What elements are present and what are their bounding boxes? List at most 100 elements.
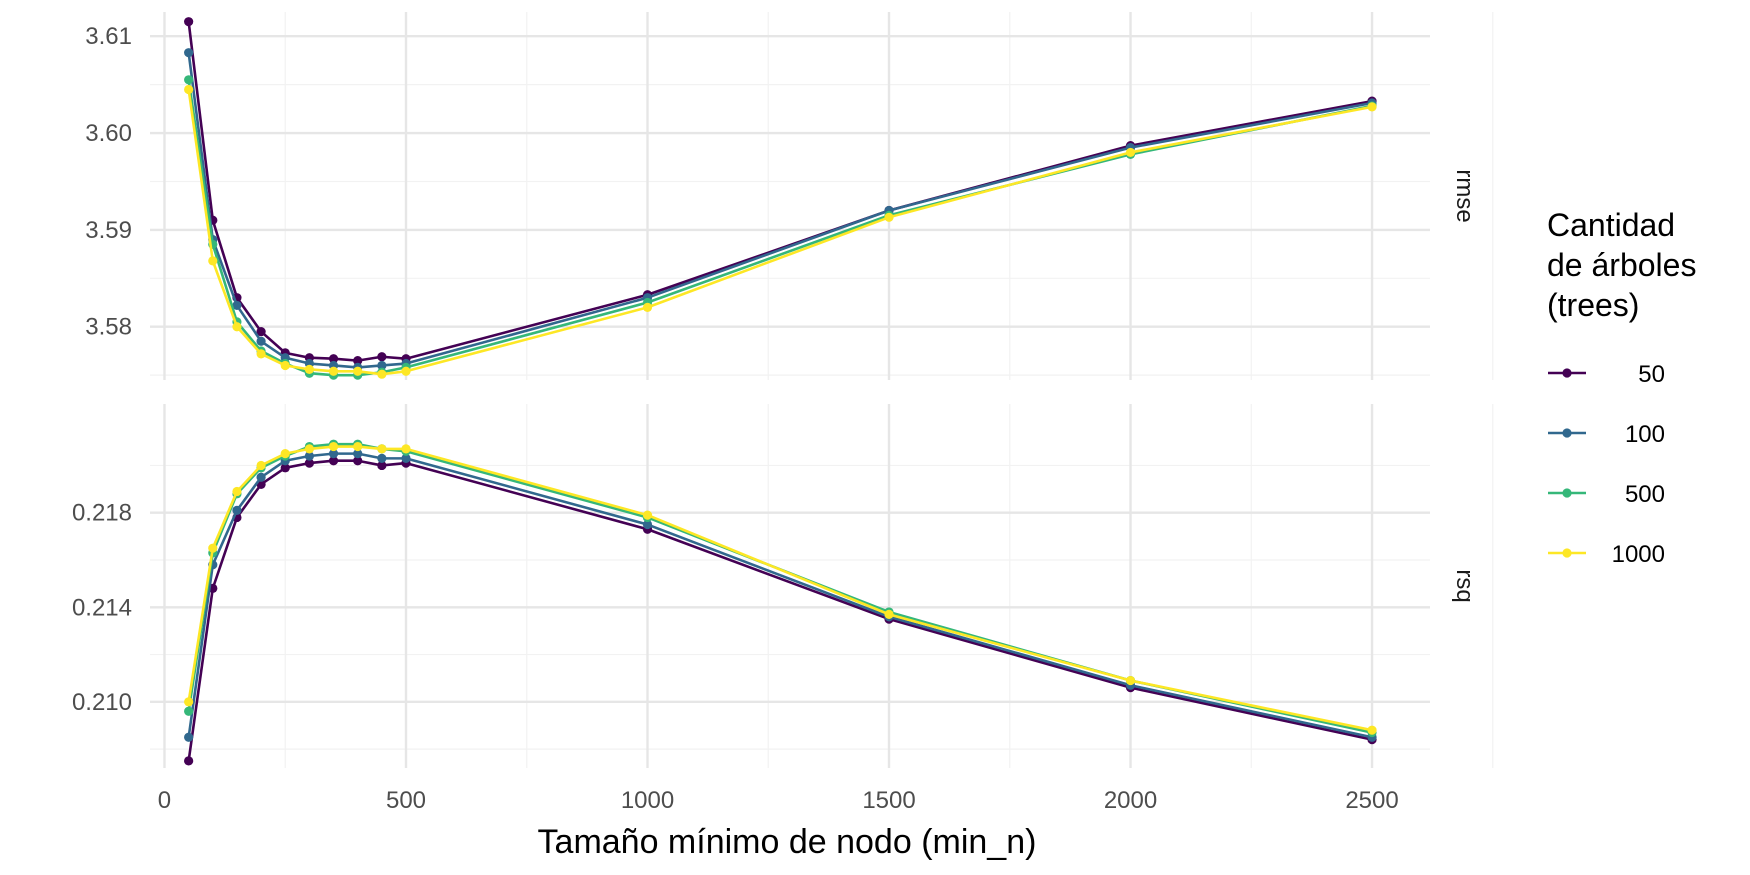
data-point <box>304 458 314 468</box>
legend-swatch-point <box>1562 368 1572 378</box>
data-point <box>642 302 653 312</box>
data-point <box>208 543 218 553</box>
data-point <box>377 369 387 379</box>
x-tick-label: 500 <box>386 787 426 814</box>
data-point <box>184 732 194 742</box>
data-point <box>256 460 266 471</box>
legend-label: 50 <box>1638 361 1665 388</box>
series-rsq-1000 <box>184 441 1377 735</box>
legend-label: 1000 <box>1612 541 1665 568</box>
y-tick-label-rsq: 0.214 <box>72 594 132 621</box>
data-point <box>377 360 387 371</box>
data-point <box>184 48 194 58</box>
facet-strip-label-rmse: rmse <box>1451 169 1478 222</box>
data-point <box>377 352 387 362</box>
series-line <box>187 445 1373 732</box>
data-point <box>304 444 314 454</box>
facet-strip-label-rsq: rsq <box>1451 569 1478 602</box>
legend-title-line-1: Cantidad <box>1547 207 1675 243</box>
data-point <box>184 756 194 766</box>
legend-title-line-3: (trees) <box>1547 287 1639 323</box>
data-point <box>256 336 266 346</box>
data-point <box>328 441 339 452</box>
y-tick-label-rsq: 0.210 <box>72 689 132 716</box>
data-point <box>184 17 194 27</box>
series-line <box>187 52 1373 369</box>
series-line <box>187 452 1373 739</box>
x-axis: 0 500 1000 1500 2000 2500 <box>158 787 1399 814</box>
data-point <box>232 505 242 515</box>
data-point <box>353 441 363 452</box>
data-point <box>642 519 653 530</box>
data-point <box>353 449 363 459</box>
x-tick-label: 1000 <box>621 787 674 814</box>
legend-label: 500 <box>1625 481 1665 508</box>
y-tick-label-rsq: 0.218 <box>72 500 132 527</box>
data-point <box>353 456 363 466</box>
x-tick-label: 0 <box>158 787 171 814</box>
data-point <box>328 354 339 364</box>
data-point <box>1125 675 1136 686</box>
legend-title-line-2: de árboles <box>1547 247 1696 283</box>
data-point <box>280 463 290 473</box>
data-point <box>401 366 411 376</box>
x-axis-title: Tamaño mínimo de nodo (min_n) <box>538 823 1037 861</box>
data-point <box>232 486 242 497</box>
series-line <box>187 79 1373 377</box>
chart-panels: 3.58 3.59 3.60 3.61 rmse 0.210 0.214 0.218 rsq <box>72 12 1494 768</box>
legend-swatch-point <box>1562 548 1572 558</box>
gridlines-rsq <box>150 404 1494 768</box>
data-point <box>884 609 894 619</box>
data-point <box>232 322 242 332</box>
series-rmse-50 <box>184 17 1377 366</box>
panel-rsq: 0.210 0.214 0.218 rsq <box>72 404 1494 768</box>
series-rmse-1000 <box>184 84 1377 379</box>
data-point <box>280 449 290 459</box>
series-line <box>187 459 1373 762</box>
data-point <box>304 451 314 461</box>
legend-swatch-point <box>1562 488 1572 498</box>
y-tick-label-rmse: 3.61 <box>85 23 132 50</box>
data-point <box>642 510 653 520</box>
data-point <box>353 366 363 376</box>
y-tick-label-rmse: 3.59 <box>85 217 132 244</box>
gridlines-rmse <box>150 12 1494 380</box>
data-point <box>328 449 339 459</box>
data-point <box>208 256 218 266</box>
series-rmse-100 <box>184 48 1377 373</box>
series-rsq-500 <box>184 439 1377 738</box>
data-point <box>401 444 411 454</box>
panel-rmse: 3.58 3.59 3.60 3.61 rmse <box>85 12 1494 380</box>
legend-key-100: 100 <box>1548 421 1665 448</box>
data-point <box>328 456 339 466</box>
legend-key-50: 50 <box>1548 361 1665 388</box>
data-point <box>184 84 194 95</box>
data-point <box>328 366 339 376</box>
y-tick-label-rmse: 3.58 <box>85 314 132 341</box>
data-point <box>377 460 387 471</box>
data-point <box>256 472 266 482</box>
data-point <box>184 706 194 716</box>
data-point <box>1125 147 1136 158</box>
data-point <box>884 212 894 222</box>
series-line <box>187 442 1373 734</box>
legend-label: 100 <box>1625 421 1665 448</box>
data-point <box>184 75 194 85</box>
data-point <box>256 349 266 359</box>
data-point <box>280 360 290 371</box>
data-point <box>184 697 194 707</box>
legend: Cantidad de árboles (trees) 50 100 500 1000 <box>1547 207 1696 568</box>
legend-key-1000: 1000 <box>1548 541 1665 568</box>
series-line <box>187 89 1373 376</box>
series-rsq-100 <box>184 449 1377 742</box>
data-point <box>232 300 242 311</box>
legend-swatch-point <box>1562 428 1572 438</box>
data-point <box>401 453 411 463</box>
y-tick-label-rmse: 3.60 <box>85 120 132 147</box>
series-rsq-50 <box>184 456 1377 766</box>
x-tick-label: 2500 <box>1345 787 1398 814</box>
x-tick-label: 1500 <box>862 787 915 814</box>
data-point <box>304 364 314 374</box>
data-point <box>1367 102 1377 112</box>
